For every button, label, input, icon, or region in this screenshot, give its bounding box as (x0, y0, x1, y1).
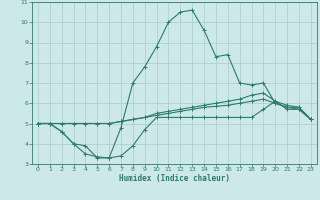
X-axis label: Humidex (Indice chaleur): Humidex (Indice chaleur) (119, 174, 230, 183)
